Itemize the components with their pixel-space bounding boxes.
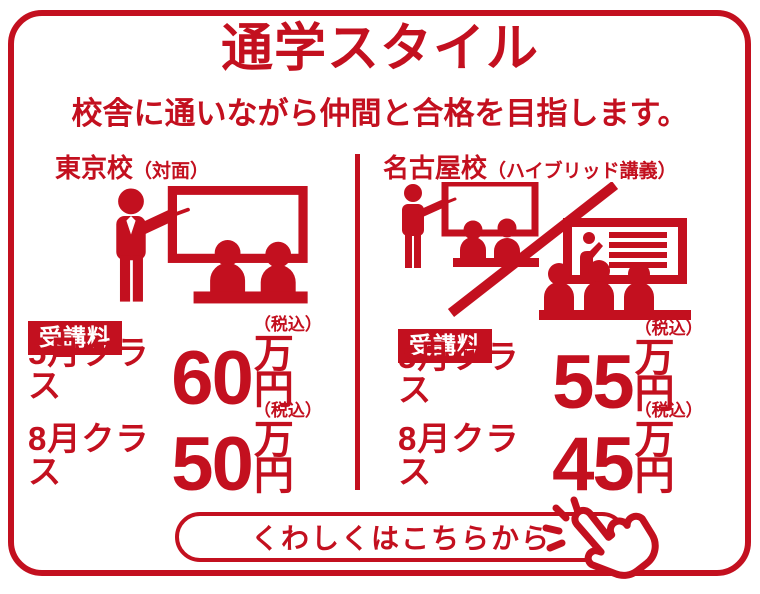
details-button[interactable]: くわしくはこちらから bbox=[175, 512, 627, 562]
click-hand-icon[interactable] bbox=[540, 494, 670, 594]
nagoya-school-note: （ハイブリッド講義） bbox=[487, 161, 677, 182]
price-unit: 万円 bbox=[253, 418, 294, 498]
details-button-label: くわしくはこちらから bbox=[250, 523, 551, 554]
nagoya-august-price-row: 8月クラス 45 （税込） 万円 bbox=[398, 402, 712, 502]
price-amount: 45 bbox=[552, 421, 635, 507]
tokyo-may-price-row: 5月クラス 60 （税込） 万円 bbox=[28, 316, 322, 416]
column-divider bbox=[355, 154, 360, 490]
hybrid-lecture-icon bbox=[402, 182, 691, 320]
outer-border-frame bbox=[8, 10, 751, 576]
price-unit-wrap: （税込） 万円 bbox=[253, 401, 322, 498]
tax-note: （税込） bbox=[253, 315, 322, 334]
tokyo-august-price-row: 8月クラス 50 （税込） 万円 bbox=[28, 402, 322, 502]
price-unit: 万円 bbox=[253, 332, 294, 412]
tokyo-column-header: 東京校（対面） bbox=[55, 148, 209, 185]
price-value: 60 （税込） 万円 bbox=[171, 315, 322, 421]
nagoya-column-header: 名古屋校（ハイブリッド講義） bbox=[383, 148, 677, 185]
price-amount: 50 bbox=[171, 421, 254, 507]
page-subtitle: 校舎に通いながら仲間と合格を目指します。 bbox=[71, 96, 689, 131]
price-value: 50 （税込） 万円 bbox=[171, 401, 322, 507]
tokyo-fee-badge: 受講料 bbox=[28, 321, 122, 355]
classroom-lecture-icon bbox=[116, 186, 308, 304]
nagoya-fee-badge: 受講料 bbox=[398, 329, 492, 363]
tokyo-school-name: 東京校 bbox=[55, 153, 134, 183]
page-title: 通学スタイル bbox=[220, 20, 539, 78]
price-value: 45 （税込） 万円 bbox=[552, 401, 712, 507]
tokyo-school-note: （対面） bbox=[133, 161, 210, 182]
class-label: 8月クラス bbox=[28, 420, 150, 490]
class-label: 5月クラス bbox=[398, 338, 520, 408]
class-label: 5月クラス bbox=[28, 334, 150, 404]
tax-note: （税込） bbox=[253, 401, 322, 420]
price-value: 55 （税込） 万円 bbox=[552, 319, 712, 425]
price-amount: 55 bbox=[552, 339, 635, 425]
price-unit-wrap: （税込） 万円 bbox=[253, 315, 322, 412]
tax-note: （税込） bbox=[634, 319, 703, 338]
price-unit: 万円 bbox=[634, 336, 675, 416]
price-unit: 万円 bbox=[634, 418, 675, 498]
price-unit-wrap: （税込） 万円 bbox=[634, 319, 712, 416]
nagoya-school-name: 名古屋校 bbox=[383, 153, 488, 183]
class-label: 8月クラス bbox=[398, 420, 520, 490]
price-unit-wrap: （税込） 万円 bbox=[634, 401, 712, 498]
nagoya-may-price-row: 5月クラス 55 （税込） 万円 bbox=[398, 320, 712, 420]
tax-note: （税込） bbox=[634, 401, 703, 420]
price-amount: 60 bbox=[171, 335, 254, 421]
